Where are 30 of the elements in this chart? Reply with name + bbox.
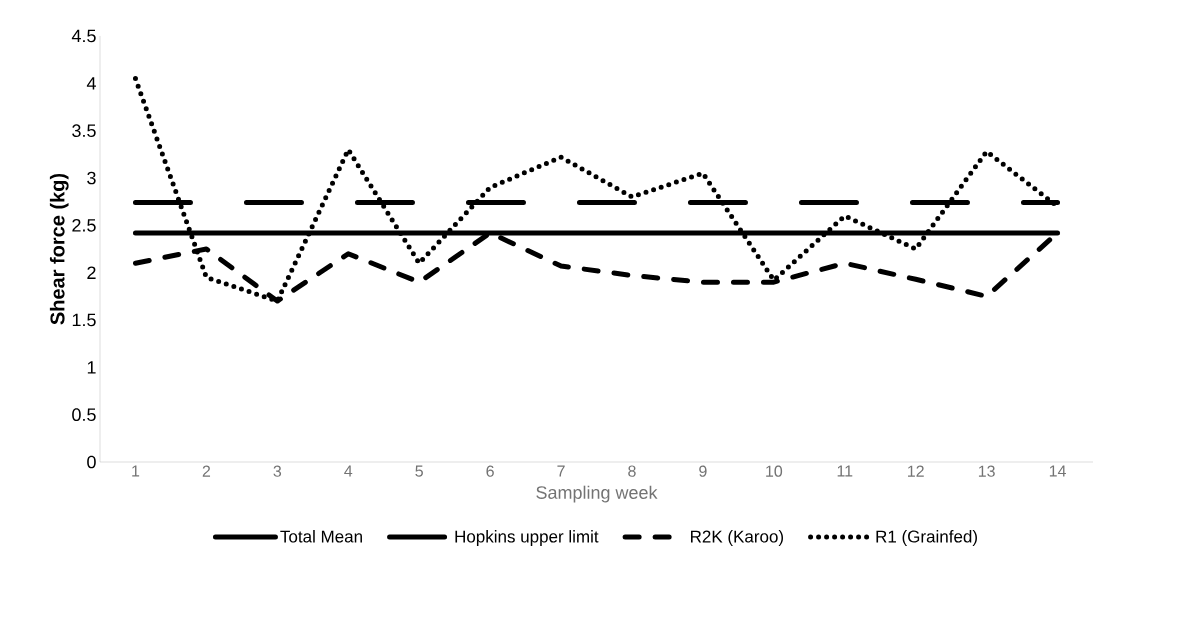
y-tick-label: 1.5 bbox=[72, 313, 96, 327]
x-tick-label: 6 bbox=[486, 465, 494, 477]
x-tick-label: 1 bbox=[132, 465, 140, 477]
y-tick-label: 0.5 bbox=[72, 408, 96, 422]
legend-label: Hopkins upper limit bbox=[455, 530, 599, 546]
y-tick-label: 2.5 bbox=[72, 218, 96, 232]
y-tick-label: 3 bbox=[87, 171, 96, 185]
legend-label: Total Mean bbox=[280, 530, 362, 543]
x-tick-label: 8 bbox=[628, 465, 636, 477]
x-axis-title: Sampling week bbox=[536, 485, 658, 503]
x-tick-label: 2 bbox=[202, 465, 211, 477]
x-tick-label: 14 bbox=[1049, 465, 1066, 477]
x-tick-label: 13 bbox=[978, 465, 995, 477]
y-tick-label: 1 bbox=[87, 361, 96, 374]
x-tick-label: 4 bbox=[344, 465, 353, 477]
legend-label: R1 (Grainfed) bbox=[876, 530, 977, 546]
y-tick-label: 2 bbox=[87, 266, 96, 279]
legend-label: R2K (Karoo) bbox=[691, 530, 784, 546]
x-tick-label: 9 bbox=[699, 465, 707, 477]
x-tick-label: 3 bbox=[273, 465, 282, 477]
x-tick-label: 10 bbox=[766, 465, 783, 477]
y-tick-label: 4.5 bbox=[71, 29, 96, 43]
x-tick-label: 12 bbox=[908, 465, 924, 477]
x-tick-label: 7 bbox=[557, 465, 565, 477]
y-tick-label: 3.5 bbox=[72, 124, 96, 138]
y-axis-title: Shear force (kg) bbox=[49, 173, 69, 325]
x-tick-label: 5 bbox=[415, 465, 423, 477]
y-tick-label: 0 bbox=[87, 455, 96, 469]
x-tick-label: 11 bbox=[837, 465, 853, 477]
y-tick-label: 4 bbox=[86, 77, 96, 90]
